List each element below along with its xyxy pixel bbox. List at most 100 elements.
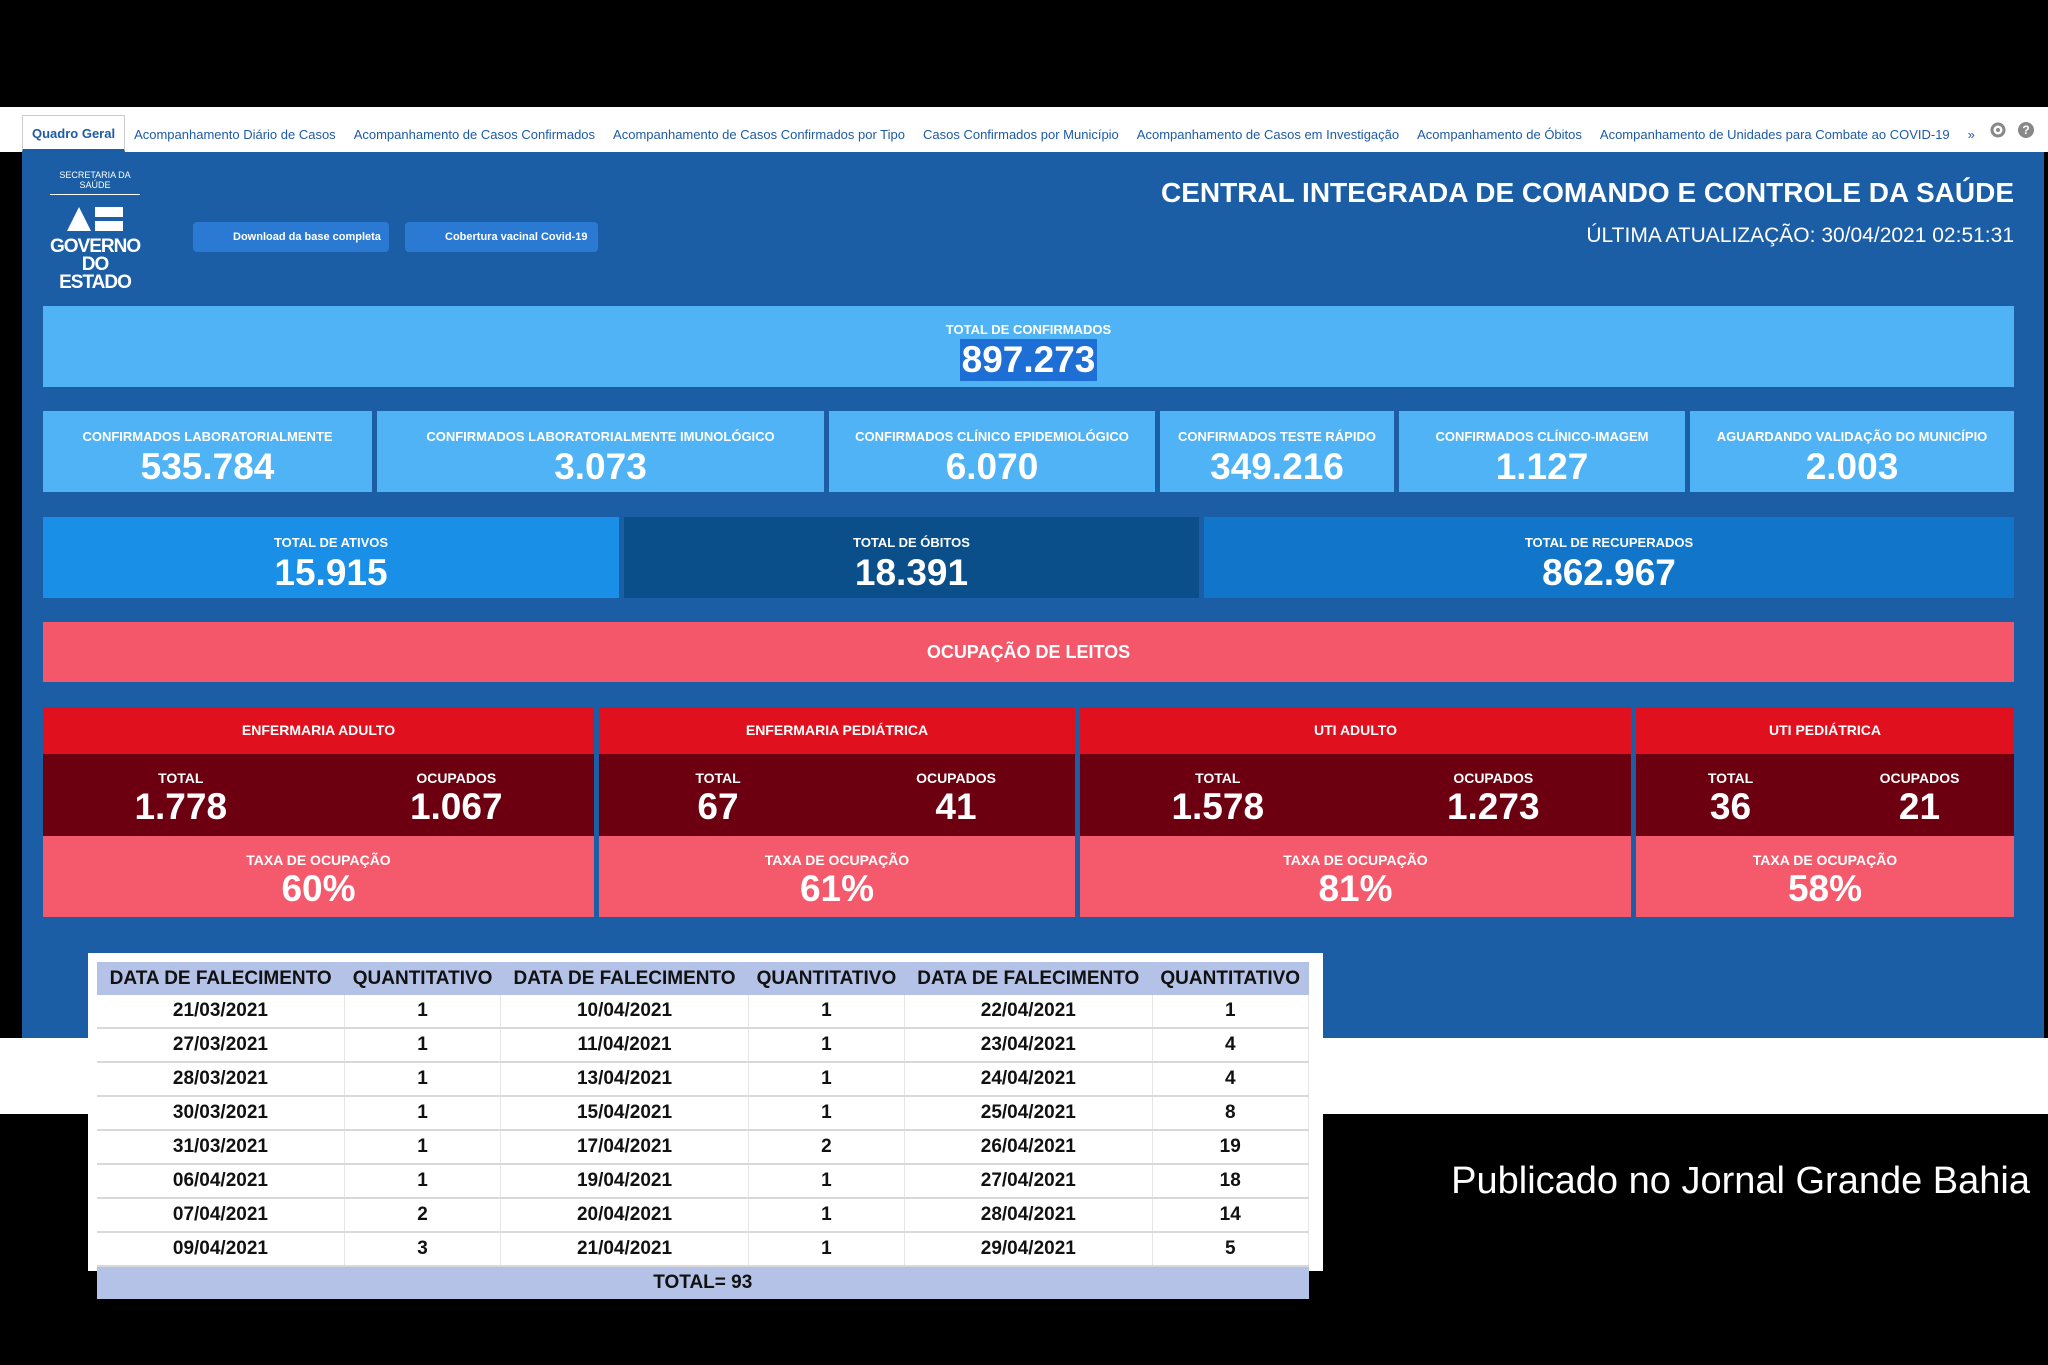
table-cell: 21/03/2021 — [97, 995, 345, 1029]
logo-top: SECRETARIA DA SAÚDE — [50, 170, 140, 195]
bed-rate: TAXA DE OCUPAÇÃO 60% — [43, 836, 594, 917]
bed-count: TOTAL 67 — [599, 754, 837, 836]
breakdown-box-value: 349.216 — [1210, 446, 1344, 487]
tab[interactable]: Acompanhamento de Casos Confirmados — [353, 127, 596, 142]
breakdown-box-label: CONFIRMADOS CLÍNICO EPIDEMIOLÓGICO — [855, 429, 1129, 444]
table-row: 07/04/2021 2 20/04/2021 1 28/04/2021 14 — [97, 1198, 1309, 1233]
breakdown-box-value: 6.070 — [945, 446, 1039, 487]
table-total: TOTAL= 93 — [97, 1266, 1309, 1299]
table-cell: 21/04/2021 — [500, 1232, 749, 1267]
table-cell: 24/04/2021 — [904, 1062, 1153, 1097]
bed-counts: TOTAL 67 OCUPADOS 41 — [599, 754, 1075, 836]
bed-counts: TOTAL 1.778 OCUPADOS 1.067 — [43, 754, 594, 836]
table-cell: 4 — [1152, 1028, 1309, 1063]
table-cell: 8 — [1152, 1096, 1309, 1131]
vaccine-button[interactable]: Cobertura vacinal Covid-19 — [405, 222, 598, 252]
tab[interactable]: Acompanhamento de Unidades para Combate … — [1599, 127, 1950, 142]
table-cell: 09/04/2021 — [97, 1232, 345, 1267]
table-cell: 10/04/2021 — [500, 995, 749, 1029]
table-cell: 1 — [344, 1096, 502, 1131]
table-cell: 28/04/2021 — [904, 1198, 1153, 1233]
total-box: TOTAL DE ÓBITOS 18.391 — [624, 517, 1199, 598]
bed-count-label: TOTAL — [1195, 770, 1241, 786]
column-header: QUANTITATIVO — [1152, 962, 1309, 995]
total-box: TOTAL DE ATIVOS 15.915 — [43, 517, 619, 598]
table-cell: 1 — [748, 1198, 906, 1233]
bed-count-value: 1.778 — [134, 786, 228, 827]
column-header: QUANTITATIVO — [344, 962, 501, 995]
bed-count-value: 36 — [1709, 786, 1752, 827]
bed-group: ENFERMARIA PEDIÁTRICA TOTAL 67 OCUPADOS 41 TA… — [599, 707, 1075, 917]
breakdown-box-value: 1.127 — [1495, 446, 1589, 487]
bed-count-label: TOTAL — [695, 770, 741, 786]
total-box-value: 18.391 — [854, 552, 969, 593]
tab[interactable]: Acompanhamento de Óbitos — [1417, 127, 1582, 142]
breakdown-box-value: 2.003 — [1805, 446, 1899, 487]
tab[interactable]: Acompanhamento de Casos em Investigação — [1136, 127, 1400, 142]
column-header: QUANTITATIVO — [748, 962, 905, 995]
logo: SECRETARIA DA SAÚDE GOVERNO DO ESTADO — [40, 170, 150, 292]
title: CENTRAL INTEGRADA DE COMANDO E CONTROLE … — [1161, 177, 2014, 208]
bed-count-label: TOTAL — [1707, 770, 1754, 786]
table-cell: 1 — [748, 1096, 906, 1131]
bed-count-value: 1.067 — [409, 786, 503, 827]
table-cell: 11/04/2021 — [500, 1028, 749, 1063]
table-cell: 1 — [1152, 995, 1309, 1029]
bed-rate-value: 81% — [1318, 868, 1393, 909]
breakdown-box-label: CONFIRMADOS LABORATORIALMENTE IMUNOLÓGIC… — [426, 429, 775, 444]
deaths-table: DATA DE FALECIMENTO QUANTITATIVO DATA DE F… — [88, 953, 1323, 1299]
breakdown-box-label: CONFIRMADOS LABORATORIALMENTE — [82, 429, 333, 444]
total-confirmed: TOTAL DE CONFIRMADOS 897.273 — [43, 306, 2014, 387]
bed-group: UTI ADULTO TOTAL 1.578 OCUPADOS 1.273 TAXA DE… — [1080, 707, 1631, 917]
tab[interactable]: » — [1967, 127, 1975, 142]
breakdown-box-label: CONFIRMADOS CLÍNICO-IMAGEM — [1435, 429, 1649, 444]
bed-count: TOTAL 1.578 — [1080, 754, 1356, 836]
table-row: 31/03/2021 1 17/04/2021 2 26/04/2021 19 — [97, 1130, 1309, 1165]
bed-count: OCUPADOS 41 — [837, 754, 1075, 836]
total-box-label: TOTAL DE ATIVOS — [273, 535, 389, 550]
table-cell: 1 — [344, 1130, 502, 1165]
total-box-label: TOTAL DE ÓBITOS — [853, 535, 970, 550]
download-button[interactable]: Download da base completa — [193, 222, 389, 252]
table-cell: 1 — [748, 1028, 906, 1063]
bed-count-label: OCUPADOS — [1879, 770, 1960, 786]
tab[interactable]: Acompanhamento de Casos Confirmados por … — [613, 127, 905, 142]
tab[interactable]: Acompanhamento Diário de Casos — [134, 127, 336, 142]
table-row: 28/03/2021 1 13/04/2021 1 24/04/2021 4 — [97, 1062, 1309, 1097]
table-cell: 28/03/2021 — [97, 1062, 345, 1097]
table-row: 21/03/2021 1 10/04/2021 1 22/04/2021 1 — [97, 995, 1309, 1029]
breakdown-box: AGUARDANDO VALIDAÇÃO DO MUNICÍPIO 2.003 — [1690, 411, 2014, 492]
bed-rate-label: TAXA DE OCUPAÇÃO — [246, 852, 391, 868]
breakdown-box-value: 3.073 — [554, 446, 647, 487]
breakdown-box-label: CONFIRMADOS TESTE RÁPIDO — [1178, 429, 1376, 444]
svg-text:?: ? — [2022, 123, 2029, 137]
table-cell: 29/04/2021 — [904, 1232, 1153, 1267]
bed-rate: TAXA DE OCUPAÇÃO 81% — [1080, 836, 1631, 917]
bed-rate: TAXA DE OCUPAÇÃO 58% — [1636, 836, 2014, 917]
bed-counts: TOTAL 36 OCUPADOS 21 — [1636, 754, 2014, 836]
column-header: DATA DE FALECIMENTO — [904, 962, 1152, 995]
column-header: DATA DE FALECIMENTO — [97, 962, 345, 995]
bed-group: ENFERMARIA ADULTO TOTAL 1.778 OCUPADOS 1.067… — [43, 707, 594, 917]
bed-counts: TOTAL 1.578 OCUPADOS 1.273 — [1080, 754, 1631, 836]
bed-count: OCUPADOS 21 — [1825, 754, 2014, 836]
bed-group: UTI PEDIÁTRICA TOTAL 36 OCUPADOS 21 TAXA DE O… — [1636, 707, 2014, 917]
bed-count-value: 67 — [697, 786, 739, 827]
bed-rate-label: TAXA DE OCUPAÇÃO — [764, 852, 910, 868]
table: DATA DE FALECIMENTO QUANTITATIVO DATA DE F… — [97, 962, 1309, 1299]
table-cell: 06/04/2021 — [97, 1164, 345, 1199]
table-row: 27/03/2021 1 11/04/2021 1 23/04/2021 4 — [97, 1028, 1309, 1063]
table-cell: 1 — [748, 1232, 906, 1267]
breakdown-box: CONFIRMADOS LABORATORIALMENTE IMUNOLÓGIC… — [377, 411, 824, 492]
logo-mark — [67, 207, 123, 231]
bed-count: OCUPADOS 1.067 — [319, 754, 595, 836]
table-cell: 22/04/2021 — [904, 995, 1153, 1029]
table-row: 09/04/2021 3 21/04/2021 1 29/04/2021 5 — [97, 1232, 1309, 1267]
tab[interactable]: Quadro Geral — [22, 115, 126, 152]
table-cell: 27/04/2021 — [904, 1164, 1153, 1199]
toolbar-icons[interactable]: ? — [1988, 118, 2038, 142]
column-header: DATA DE FALECIMENTO — [500, 962, 749, 995]
tab[interactable]: Casos Confirmados por Município — [922, 127, 1119, 142]
bed-count: TOTAL 36 — [1636, 754, 1825, 836]
table-row: 06/04/2021 1 19/04/2021 1 27/04/2021 18 — [97, 1164, 1309, 1199]
